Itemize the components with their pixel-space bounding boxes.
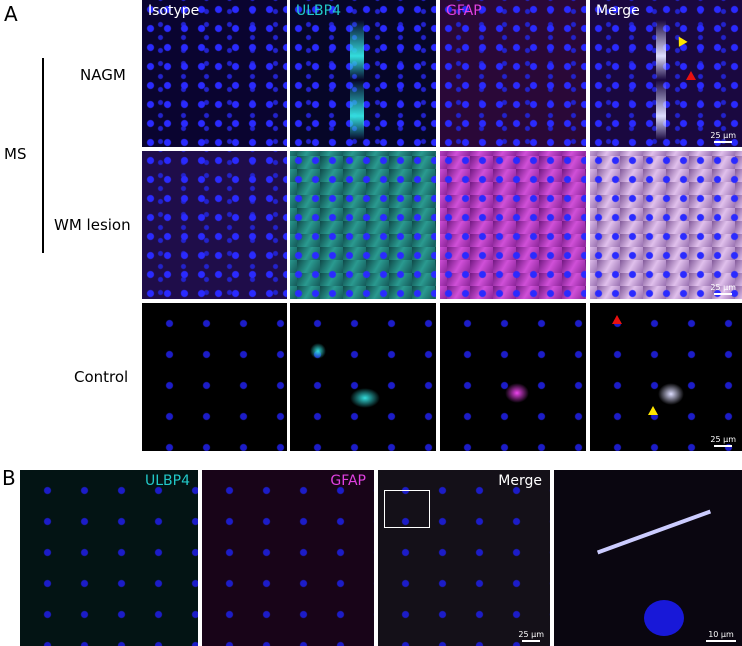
row-label-control: Control: [74, 368, 129, 386]
scale-bar-label: 25 µm: [710, 131, 736, 140]
image-b-merge: Merge 25 µm: [378, 470, 550, 646]
row-label-wm-lesion: WM lesion: [54, 216, 131, 234]
scale-bar: 25 µm: [710, 435, 736, 447]
label-gfap: GFAP: [330, 473, 366, 489]
ms-bracket-line: [42, 58, 44, 253]
image-wm-merge: 25 µm: [590, 151, 742, 299]
scale-bar-label: 25 µm: [518, 630, 544, 639]
red-arrowhead-icon: [612, 315, 622, 324]
image-nagm-merge: Merge 25 µm: [590, 0, 742, 147]
image-nagm-ulbp4: ULBP4: [290, 0, 436, 147]
image-control-gfap: [440, 303, 586, 451]
column-label-gfap: GFAP: [446, 3, 482, 19]
scale-bar-label: 25 µm: [710, 435, 736, 444]
row-label-nagm: NAGM: [80, 66, 126, 84]
column-label-isotype: Isotype: [148, 3, 200, 19]
scale-bar: 25 µm: [710, 131, 736, 143]
inset-box: [384, 490, 430, 528]
scale-bar: 25 µm: [710, 283, 736, 295]
image-b-gfap: GFAP: [202, 470, 374, 646]
image-wm-ulbp4: [290, 151, 436, 299]
image-wm-isotype: [142, 151, 287, 299]
scale-bar: 25 µm: [518, 630, 544, 642]
image-control-merge: 25 µm: [590, 303, 742, 451]
panel-a-letter: A: [4, 2, 18, 26]
image-wm-gfap: [440, 151, 586, 299]
scale-bar-label: 25 µm: [710, 283, 736, 292]
column-label-ulbp4: ULBP4: [296, 3, 342, 19]
panel-b-letter: B: [2, 466, 16, 490]
image-nagm-isotype: Isotype: [142, 0, 287, 147]
image-b-inset: 10 µm: [554, 470, 742, 646]
column-label-merge: Merge: [596, 3, 640, 19]
scale-bar-label: 10 µm: [708, 630, 734, 639]
scale-bar: 10 µm: [706, 630, 736, 642]
image-b-ulbp4: ULBP4: [20, 470, 198, 646]
image-control-isotype: [142, 303, 287, 451]
label-merge: Merge: [498, 473, 542, 489]
group-label-ms: MS: [4, 145, 27, 163]
yellow-arrowhead-icon: [648, 406, 658, 415]
label-ulbp4: ULBP4: [144, 473, 190, 489]
image-control-ulbp4: [290, 303, 436, 451]
image-nagm-gfap: GFAP: [440, 0, 586, 147]
red-arrowhead-icon: [686, 71, 696, 80]
yellow-arrowhead-icon: [674, 34, 688, 47]
